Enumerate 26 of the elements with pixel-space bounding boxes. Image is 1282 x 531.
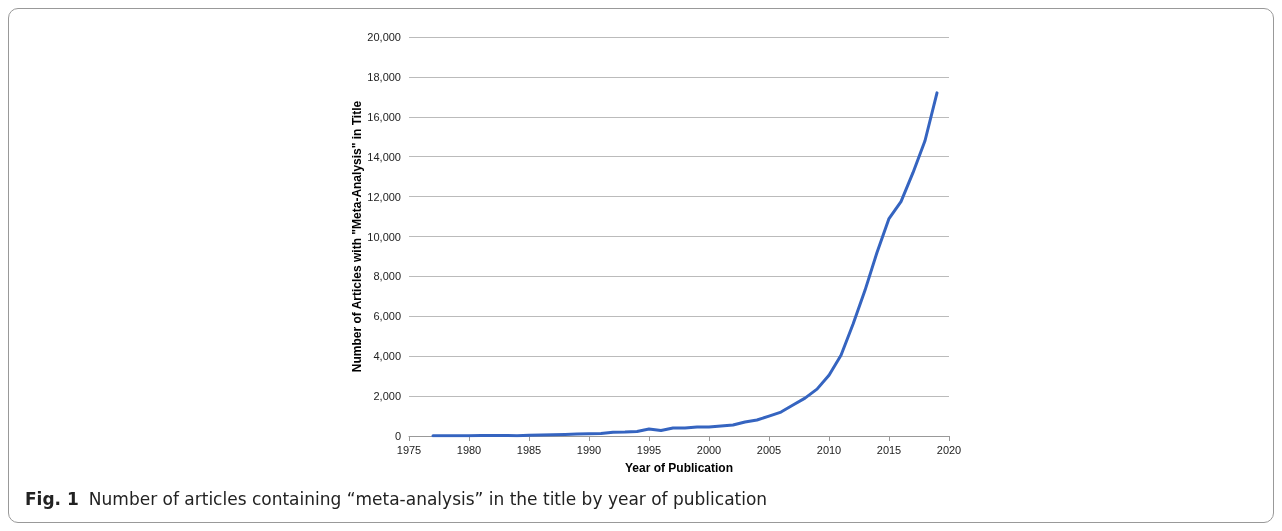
line-series: [431, 91, 939, 438]
y-tick-label: 0: [394, 430, 401, 442]
x-tick-label: 2015: [876, 443, 902, 456]
x-tick-label: 1975: [396, 443, 422, 456]
y-tick-label: 16,000: [367, 110, 401, 123]
x-tick-label: 1995: [636, 443, 662, 456]
y-tick-label: 4,000: [373, 350, 401, 363]
x-tick-label: 2005: [756, 443, 782, 456]
x-tick-label: 1990: [576, 443, 602, 456]
y-tick-label: 12,000: [367, 190, 401, 203]
y-tick-label: 18,000: [367, 70, 401, 83]
x-tick-label: 1980: [456, 443, 482, 456]
x-tick-label: 2020: [936, 443, 962, 456]
x-tick-label: 2000: [696, 443, 722, 456]
y-tick-label: 14,000: [367, 150, 401, 163]
x-axis-title: Year of Publication: [624, 461, 734, 475]
y-tick-label: 20,000: [367, 31, 401, 43]
x-tick-label: 2010: [816, 443, 842, 456]
x-tick-label: 1985: [516, 443, 542, 456]
caption: Fig. 1: [25, 489, 79, 509]
text: Number of articles containing “meta-analysis” in the title by year of publication: [88, 489, 768, 509]
y-tick-label: 6,000: [373, 310, 401, 323]
y-axis-title: Number of Articles with "Meta-Analysis" in Title: [350, 100, 364, 373]
y-tick-label: 2,000: [373, 390, 401, 403]
y-tick-label: 8,000: [373, 270, 401, 283]
y-tick-label: 10,000: [367, 230, 401, 243]
